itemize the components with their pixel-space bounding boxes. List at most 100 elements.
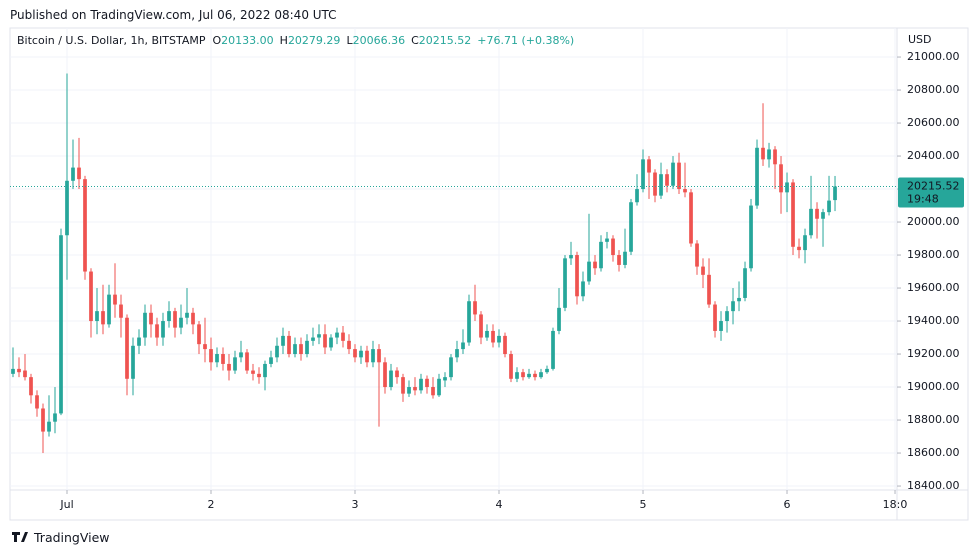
candle-body (257, 373, 261, 378)
candle-body (113, 294, 117, 305)
candle-body (749, 205, 753, 269)
x-tick-label: 4 (496, 498, 503, 511)
candle-body (365, 350, 369, 363)
x-tick-label: 3 (352, 498, 359, 511)
candle-body (653, 172, 657, 196)
candle-body (185, 312, 189, 318)
candle-body (29, 377, 33, 396)
candle-body (251, 370, 255, 374)
candle-body (683, 189, 687, 193)
legend-value: 20066.36 (352, 34, 406, 47)
candle-body (95, 311, 99, 322)
grid (10, 28, 897, 490)
candle-body (143, 312, 147, 338)
candle-body (809, 208, 813, 236)
candle-body (725, 311, 729, 322)
candle-body (467, 301, 471, 343)
candle-body (155, 324, 159, 338)
candle-body (803, 235, 807, 251)
candle-body (329, 337, 333, 348)
candle-body (125, 317, 129, 379)
candle-body (545, 368, 549, 373)
x-tick-label: 5 (640, 498, 647, 511)
candle-body (785, 182, 789, 193)
legend-change: +76.71 (+0.38%) (477, 34, 575, 47)
candle-body (557, 307, 561, 331)
candle-body (707, 274, 711, 305)
logo-icon (12, 532, 28, 542)
candle-body (389, 370, 393, 388)
candle-body (833, 186, 837, 201)
candle-body (737, 297, 741, 302)
candle-body (47, 421, 51, 432)
candle-body (419, 378, 423, 391)
y-tick-label: 19800.00 (907, 248, 960, 261)
candle-body (569, 255, 573, 259)
y-tick-label: 19400.00 (907, 314, 960, 327)
candle-body (443, 377, 447, 381)
candle-body (137, 337, 141, 346)
y-tick-label: 21000.00 (907, 50, 960, 63)
candle-body (635, 189, 639, 203)
last-price-label: 20215.52 (907, 179, 960, 192)
candle-body (353, 349, 357, 358)
candle-body (551, 330, 555, 369)
candle-body (575, 255, 579, 297)
candle-body (425, 378, 429, 388)
candle-body (515, 372, 519, 379)
candle-body (53, 413, 57, 422)
candle-body (665, 174, 669, 186)
candle-body (191, 312, 195, 325)
candle-body (347, 340, 351, 350)
candle-body (761, 147, 765, 160)
candle-body (743, 268, 747, 298)
y-tick-label: 18400.00 (907, 479, 960, 492)
candle-body (503, 335, 507, 355)
candle-body (401, 377, 405, 394)
candle-body (611, 238, 615, 256)
candle-body (431, 387, 435, 396)
candle-body (275, 345, 279, 358)
candle-body (617, 255, 621, 265)
candle-body (335, 332, 339, 338)
candle-body (239, 352, 243, 358)
candle-body (263, 363, 267, 378)
candle-body (539, 372, 543, 378)
countdown-label: 19:48 (907, 192, 939, 205)
candle-body (521, 372, 525, 378)
candle-body (197, 324, 201, 345)
candle-body (797, 246, 801, 251)
candle-body (71, 167, 75, 181)
candle-body (473, 301, 477, 315)
candle-body (41, 408, 45, 432)
candle-body (323, 334, 327, 348)
legend-label: L (346, 34, 353, 47)
candle-body (305, 340, 309, 355)
y-unit: USD (908, 33, 932, 46)
candle-body (533, 373, 537, 378)
candle-body (23, 370, 27, 378)
candle-body (209, 349, 213, 363)
y-tick-label: 19200.00 (907, 347, 960, 360)
candle-body (203, 344, 207, 350)
candle-body (245, 352, 249, 371)
candle-body (455, 349, 459, 358)
candle-body (767, 149, 771, 160)
y-tick-label: 20800.00 (907, 83, 960, 96)
y-tick-label: 19000.00 (907, 380, 960, 393)
candle-body (371, 349, 375, 363)
candle-body (689, 192, 693, 244)
candle-body (623, 251, 627, 265)
candle-body (791, 182, 795, 247)
y-tick-label: 18800.00 (907, 413, 960, 426)
candle-body (605, 238, 609, 242)
candle-body (89, 271, 93, 322)
candle-body (83, 179, 87, 272)
candle-body (581, 281, 585, 297)
candle-body (311, 337, 315, 341)
candle-body (35, 395, 39, 409)
candle-body (221, 354, 225, 364)
candle-body (233, 357, 237, 371)
candle-body (413, 387, 417, 391)
y-tick-label: 20600.00 (907, 116, 960, 129)
